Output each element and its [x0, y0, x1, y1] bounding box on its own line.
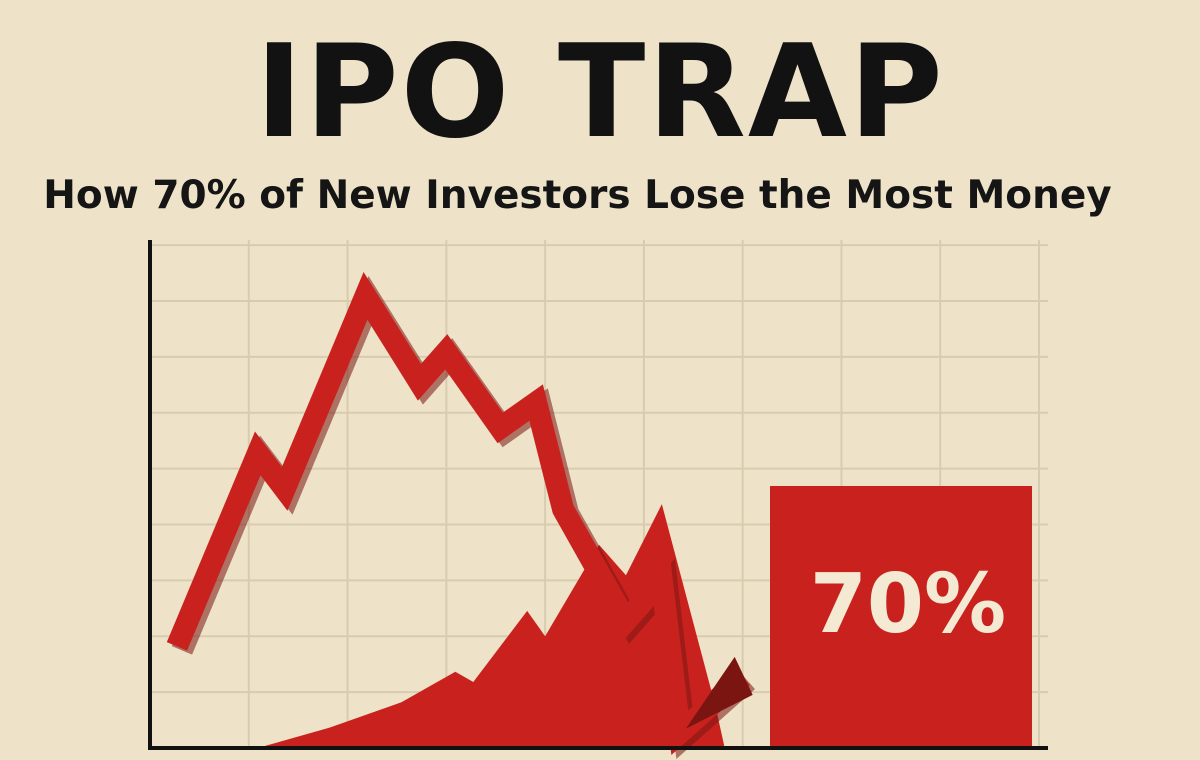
- chart-axes: [148, 240, 1048, 750]
- line-series-path: [166, 272, 750, 755]
- area-series-shape: [257, 504, 725, 748]
- page-title: IPO TRAP: [255, 18, 945, 167]
- percent-badge: 70%: [770, 486, 1032, 748]
- page-subtitle: How 70% of New Investors Lose the Most M…: [43, 173, 1112, 218]
- percent-badge-label: 70%: [810, 557, 1006, 652]
- line-arrow-head: [685, 656, 753, 729]
- chart-line-series: [166, 272, 755, 759]
- chart-area-series: [257, 504, 725, 748]
- percent-badge-box: [770, 486, 1032, 748]
